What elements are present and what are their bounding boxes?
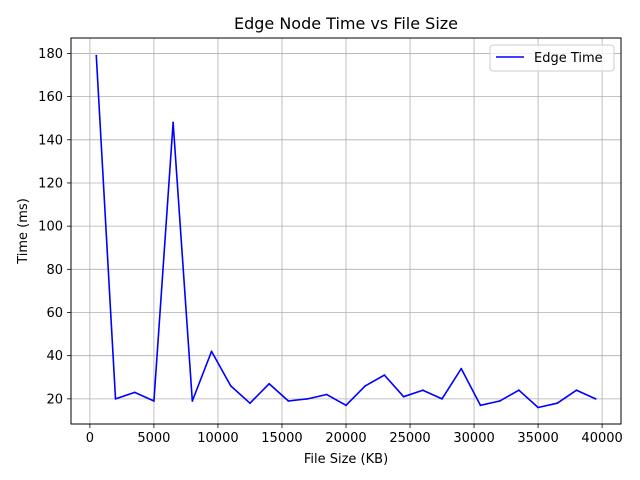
ticks: 0 5000 10000 15000 20000 25000 30000 35000 40000…: [38, 47, 623, 446]
y-tick-label: 140: [38, 133, 63, 148]
x-tick-label: 30000: [453, 431, 494, 446]
data-point: [575, 389, 578, 392]
data-point: [133, 391, 136, 394]
y-tick-label: 20: [46, 392, 63, 407]
y-tick-label: 180: [38, 47, 63, 62]
x-tick-label: 15000: [261, 431, 302, 446]
data-point: [191, 400, 194, 402]
data-point: [210, 350, 213, 353]
data-point: [229, 385, 232, 387]
data-point: [441, 397, 443, 400]
x-tick-label: 0: [86, 431, 94, 446]
data-point: [537, 406, 539, 409]
x-tick-label: 5000: [137, 431, 170, 446]
data-point: [268, 382, 271, 385]
data-point: [364, 385, 367, 387]
data-point: [287, 400, 290, 402]
data-point: [114, 397, 117, 400]
series-layer: [95, 54, 597, 409]
data-point: [306, 397, 309, 400]
legend: Edge Time: [489, 44, 615, 72]
y-tick-label: 120: [38, 176, 63, 191]
data-point: [249, 402, 251, 405]
data-point: [345, 404, 347, 407]
y-tick-label: 60: [46, 306, 63, 321]
data-point: [172, 121, 175, 124]
grid: [71, 38, 621, 424]
data-point: [421, 389, 424, 392]
data-point: [517, 389, 520, 392]
x-tick-label: 40000: [581, 431, 622, 446]
data-point: [325, 393, 328, 396]
legend-box: [489, 44, 615, 72]
data-point: [153, 400, 155, 402]
y-axis-title: Time (ms): [16, 198, 31, 265]
data-point: [498, 400, 501, 402]
x-axis-title: File Size (KB): [304, 452, 388, 467]
data-point: [594, 397, 597, 400]
data-point: [556, 402, 559, 405]
legend-label: Edge Time: [534, 51, 603, 66]
data-point: [383, 374, 386, 376]
y-tick-label: 40: [46, 349, 63, 364]
chart-title: Edge Node Time vs File Size: [234, 14, 458, 33]
x-tick-label: 10000: [197, 431, 238, 446]
data-point: [479, 404, 482, 407]
x-tick-label: 20000: [325, 431, 366, 446]
data-point: [95, 54, 98, 57]
y-tick-label: 80: [46, 263, 63, 278]
x-tick-label: 25000: [389, 431, 430, 446]
data-point: [402, 395, 405, 398]
x-tick-label: 35000: [517, 431, 558, 446]
data-point: [460, 367, 463, 370]
y-tick-label: 100: [38, 220, 63, 235]
y-tick-label: 160: [38, 90, 63, 105]
